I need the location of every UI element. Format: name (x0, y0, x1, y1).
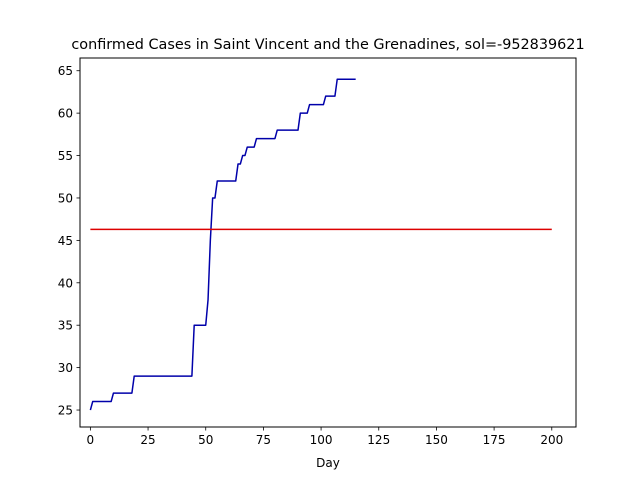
x-tick-label: 100 (310, 433, 333, 447)
series-line-0 (89, 78, 356, 411)
x-tick-label: 75 (256, 433, 271, 447)
x-tick-label: 175 (483, 433, 506, 447)
y-tick-label: 30 (58, 361, 73, 375)
y-axis: 25 30 35 40 45 50 55 60 65 (58, 64, 80, 418)
y-tick-label: 35 (58, 319, 73, 333)
y-tick-label: 25 (58, 404, 73, 418)
y-tick-label: 55 (58, 149, 73, 163)
y-tick-label: 60 (58, 107, 73, 121)
y-tick-label: 40 (58, 276, 73, 290)
x-axis-label: Day (316, 456, 340, 470)
chart-title: confirmed Cases in Saint Vincent and the… (71, 37, 584, 53)
y-tick-label: 65 (58, 64, 73, 78)
x-tick-label: 150 (425, 433, 448, 447)
plot-frame (79, 57, 577, 428)
x-tick-label: 50 (198, 433, 213, 447)
x-tick-label: 25 (140, 433, 155, 447)
y-tick-label: 45 (58, 234, 73, 248)
x-axis: 0 25 50 75 100 125 150 175 200 (87, 427, 563, 447)
x-tick-label: 200 (540, 433, 563, 447)
series-layer (89, 78, 552, 411)
y-tick-label: 50 (58, 191, 73, 205)
x-tick-label: 125 (367, 433, 390, 447)
x-tick-label: 0 (87, 433, 95, 447)
